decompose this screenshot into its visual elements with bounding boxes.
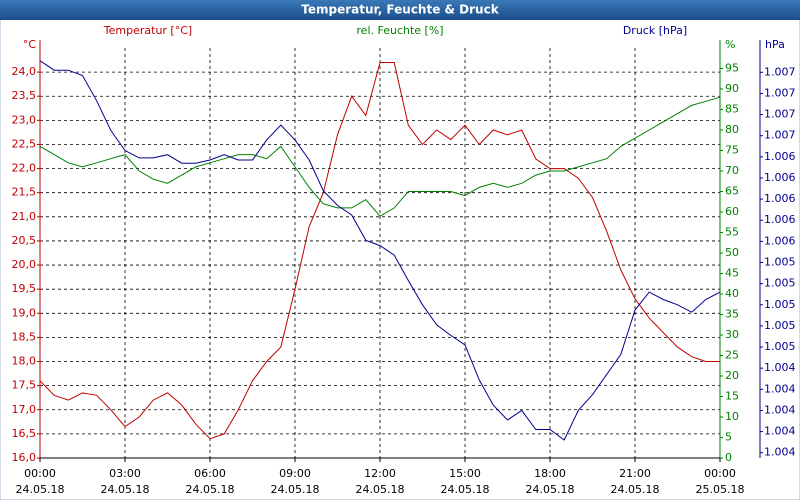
y3-tick-label: 1.005: [764, 340, 796, 353]
legend-label: Temperatur [°C]: [103, 24, 192, 37]
y3-tick-label: 1.005: [764, 277, 796, 290]
x-tick-label: 18:00: [534, 467, 566, 480]
y-tick-label: 18,5: [12, 330, 37, 343]
y-tick-label: 22,0: [12, 162, 37, 175]
y-tick-label: 21,0: [12, 210, 37, 223]
series-line: [39, 62, 720, 440]
y2-tick-label: 70: [725, 164, 739, 177]
y2-tick-label: 60: [725, 205, 739, 218]
x-tick-date: 24.05.18: [186, 483, 235, 496]
x-tick-label: 12:00: [364, 467, 396, 480]
y2-tick-label: 75: [725, 144, 739, 157]
x-tick-date: 24.05.18: [611, 483, 660, 496]
x-tick-label: 09:00: [279, 467, 311, 480]
y3-axis-unit: hPa: [765, 38, 785, 51]
y2-tick-label: 65: [725, 185, 739, 198]
y3-tick-label: 1.004: [764, 425, 796, 438]
y2-tick-label: 10: [725, 410, 739, 423]
y-tick-label: 21,5: [12, 186, 37, 199]
y3-tick-label: 1.004: [764, 446, 796, 459]
x-tick-label: 03:00: [109, 467, 141, 480]
chart-title: Temperatur, Feuchte & Druck: [301, 3, 499, 17]
y2-tick-label: 40: [725, 287, 739, 300]
y-tick-label: 19,5: [12, 282, 37, 295]
x-tick-date: 25.05.18: [696, 483, 745, 496]
series-line: [39, 96, 721, 217]
title-bar: [0, 0, 800, 20]
y2-tick-label: 35: [725, 308, 739, 321]
y2-tick-label: 90: [725, 82, 739, 95]
y2-tick-label: 30: [725, 328, 739, 341]
y3-tick-label: 1.004: [764, 361, 796, 374]
y-tick-label: 17,0: [12, 403, 37, 416]
y2-tick-label: 25: [725, 349, 739, 362]
y-tick-label: 19,0: [12, 306, 37, 319]
legend-label: Druck [hPa]: [623, 24, 687, 37]
y3-tick-label: 1.006: [764, 192, 796, 205]
y2-axis-unit: %: [725, 38, 735, 51]
y2-tick-label: 95: [725, 62, 739, 75]
series-line: [39, 60, 721, 441]
x-tick-label: 00:00: [704, 467, 736, 480]
y3-tick-label: 1.006: [764, 171, 796, 184]
y2-tick-label: 50: [725, 246, 739, 259]
x-tick-date: 24.05.18: [16, 483, 65, 496]
y-tick-label: 17,5: [12, 379, 37, 392]
y3-tick-label: 1.005: [764, 256, 796, 269]
x-tick-label: 06:00: [194, 467, 226, 480]
y3-tick-label: 1.007: [764, 129, 796, 142]
y-tick-label: 23,5: [12, 89, 37, 102]
y-tick-label: 16,5: [12, 427, 37, 440]
y-tick-label: 16,0: [12, 451, 37, 464]
y3-tick-label: 1.005: [764, 298, 796, 311]
y3-tick-label: 1.004: [764, 403, 796, 416]
x-tick-date: 24.05.18: [356, 483, 405, 496]
x-tick-date: 24.05.18: [271, 483, 320, 496]
y-tick-label: 18,0: [12, 355, 37, 368]
x-tick-date: 24.05.18: [526, 483, 575, 496]
y2-tick-label: 55: [725, 226, 739, 239]
y2-tick-label: 85: [725, 103, 739, 116]
y2-tick-label: 20: [725, 369, 739, 382]
y3-tick-label: 1.005: [764, 319, 796, 332]
y3-tick-label: 1.006: [764, 234, 796, 247]
y-axis-unit: °C: [23, 38, 37, 51]
legend-label: rel. Feuchte [%]: [356, 24, 443, 37]
y3-tick-label: 1.004: [764, 382, 796, 395]
y-tick-label: 20,5: [12, 234, 37, 247]
y2-tick-label: 80: [725, 123, 739, 136]
x-tick-date: 24.05.18: [441, 483, 490, 496]
y3-tick-label: 1.007: [764, 86, 796, 99]
y2-tick-label: 0: [725, 451, 732, 464]
x-tick-date: 24.05.18: [101, 483, 150, 496]
x-tick-label: 00:00: [24, 467, 56, 480]
y-tick-label: 24,0: [12, 65, 37, 78]
y3-tick-label: 1.007: [764, 65, 796, 78]
y-tick-label: 20,0: [12, 258, 37, 271]
y2-tick-label: 5: [725, 431, 732, 444]
y-tick-label: 23,0: [12, 113, 37, 126]
y2-tick-label: 15: [725, 390, 739, 403]
y3-tick-label: 1.007: [764, 108, 796, 121]
x-tick-label: 15:00: [449, 467, 481, 480]
y3-tick-label: 1.006: [764, 213, 796, 226]
x-tick-label: 21:00: [619, 467, 651, 480]
y2-tick-label: 45: [725, 267, 739, 280]
y-tick-label: 22,5: [12, 137, 37, 150]
y3-tick-label: 1.006: [764, 150, 796, 163]
